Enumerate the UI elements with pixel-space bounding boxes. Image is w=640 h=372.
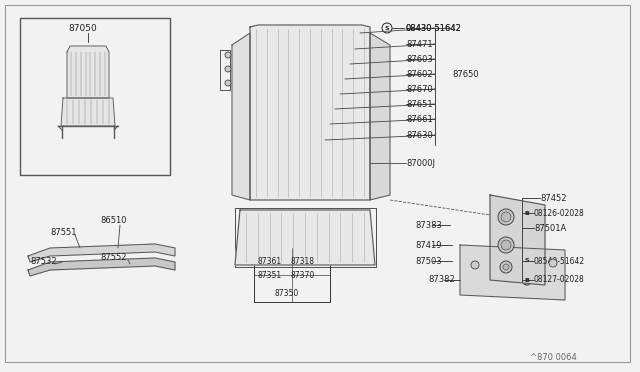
Text: 87670: 87670 <box>406 84 433 93</box>
Bar <box>254 248 330 302</box>
Text: 08540-51642: 08540-51642 <box>534 257 585 266</box>
Text: 87552: 87552 <box>100 253 127 263</box>
Polygon shape <box>67 46 109 98</box>
Polygon shape <box>232 33 250 200</box>
Text: 87661: 87661 <box>406 115 433 124</box>
Text: 87370: 87370 <box>291 272 316 280</box>
Circle shape <box>498 209 514 225</box>
Text: 87318: 87318 <box>291 257 315 266</box>
Bar <box>235 208 376 267</box>
Polygon shape <box>235 210 375 265</box>
Text: B: B <box>525 211 529 215</box>
Text: 87551: 87551 <box>50 228 77 237</box>
Text: 87000J: 87000J <box>406 158 435 167</box>
Text: 08430-51642: 08430-51642 <box>406 23 462 32</box>
Polygon shape <box>28 258 175 276</box>
Text: 87351: 87351 <box>258 272 282 280</box>
Text: 87471: 87471 <box>406 39 433 48</box>
Circle shape <box>225 80 231 86</box>
Polygon shape <box>61 98 115 126</box>
Polygon shape <box>460 245 565 300</box>
Text: B: B <box>525 278 529 282</box>
Circle shape <box>471 261 479 269</box>
Text: 87501A: 87501A <box>534 224 566 232</box>
Polygon shape <box>370 33 390 200</box>
Text: 87383: 87383 <box>415 221 442 230</box>
Polygon shape <box>250 25 370 200</box>
Text: 08127-02028: 08127-02028 <box>534 276 585 285</box>
Text: 87532: 87532 <box>30 257 56 266</box>
Text: 87361: 87361 <box>258 257 282 266</box>
Text: 08430-51642: 08430-51642 <box>406 23 462 32</box>
Bar <box>20 18 170 175</box>
Circle shape <box>498 237 514 253</box>
Circle shape <box>501 240 511 250</box>
Text: ^870 0064: ^870 0064 <box>530 353 577 362</box>
Polygon shape <box>28 244 175 262</box>
Circle shape <box>225 52 231 58</box>
Text: 87382: 87382 <box>428 276 455 285</box>
Text: 87350: 87350 <box>275 289 300 298</box>
Text: 87452: 87452 <box>540 193 566 202</box>
Circle shape <box>501 212 511 222</box>
Text: 87602: 87602 <box>406 70 433 78</box>
Text: 87603: 87603 <box>406 55 433 64</box>
Circle shape <box>500 261 512 273</box>
Text: 87630: 87630 <box>406 131 433 140</box>
Text: 87650: 87650 <box>452 70 479 78</box>
Text: 87503: 87503 <box>415 257 442 266</box>
Text: 86510: 86510 <box>100 215 127 224</box>
Text: S: S <box>525 259 529 263</box>
Circle shape <box>549 259 557 267</box>
Polygon shape <box>490 195 545 285</box>
Circle shape <box>503 264 509 270</box>
Circle shape <box>225 66 231 72</box>
Text: S: S <box>385 26 389 31</box>
Text: 87050: 87050 <box>68 23 97 32</box>
Text: 87651: 87651 <box>406 99 433 109</box>
Text: 08126-02028: 08126-02028 <box>534 208 585 218</box>
Text: 87419: 87419 <box>415 241 442 250</box>
